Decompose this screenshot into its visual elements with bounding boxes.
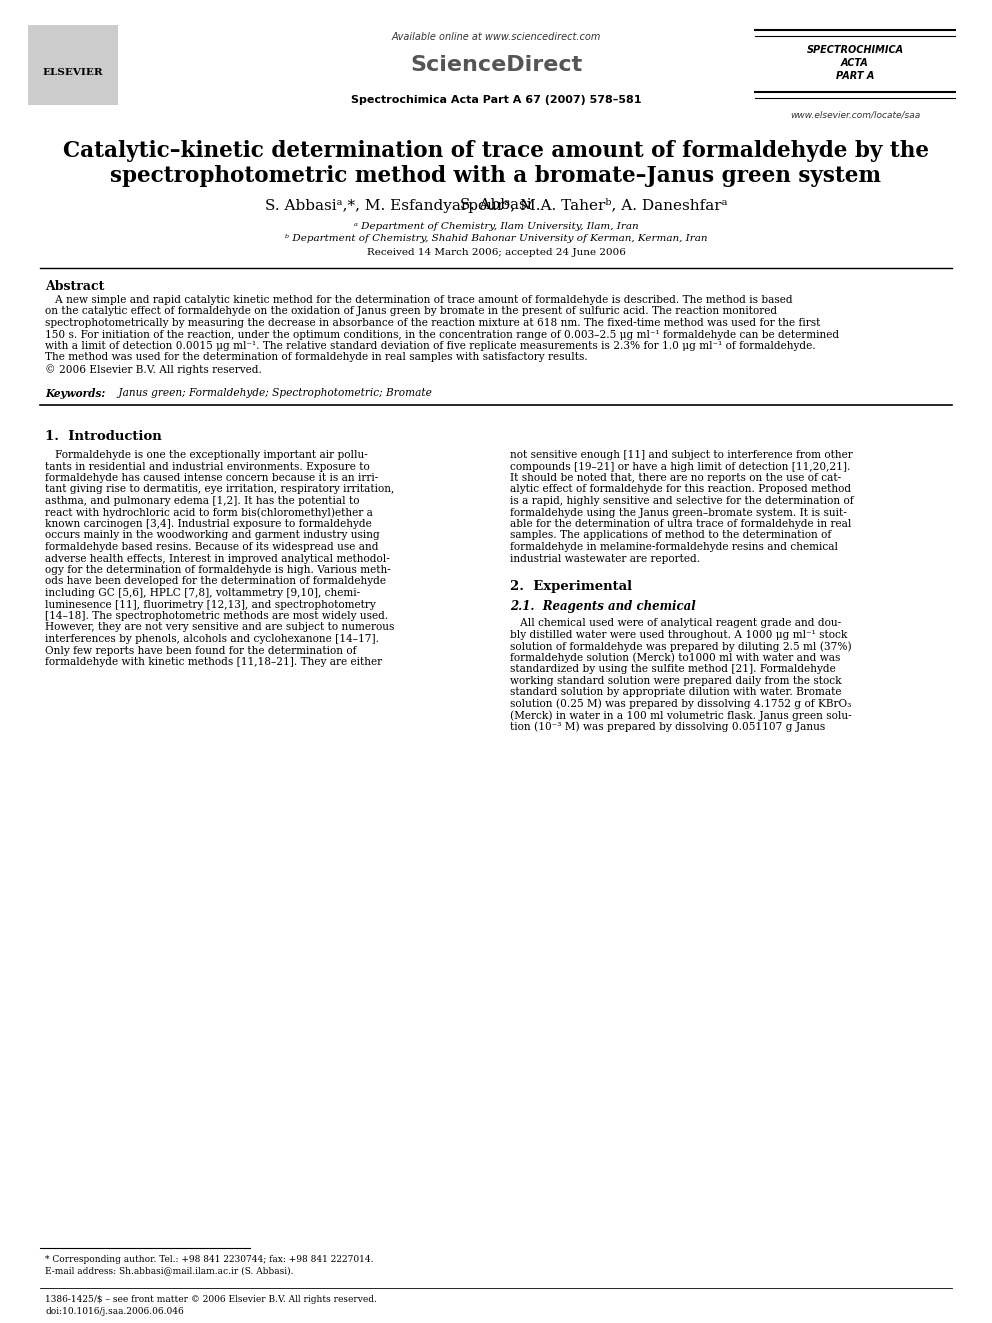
Text: solution of formaldehyde was prepared by diluting 2.5 ml (37%): solution of formaldehyde was prepared by… — [510, 642, 851, 651]
Text: standardized by using the sulfite method [21]. Formaldehyde: standardized by using the sulfite method… — [510, 664, 835, 673]
Text: tant giving rise to dermatitis, eye irritation, respiratory irritation,: tant giving rise to dermatitis, eye irri… — [45, 484, 394, 495]
Text: react with hydrochloric acid to form bis(chloromethyl)ether a: react with hydrochloric acid to form bis… — [45, 508, 373, 519]
Text: Only few reports have been found for the determination of: Only few reports have been found for the… — [45, 646, 356, 655]
Text: solution (0.25 M) was prepared by dissolving 4.1752 g of KBrO₃: solution (0.25 M) was prepared by dissol… — [510, 699, 851, 709]
Text: ᵃ Department of Chemistry, Ilam University, Ilam, Iran: ᵃ Department of Chemistry, Ilam Universi… — [354, 222, 638, 232]
Text: standard solution by appropriate dilution with water. Bromate: standard solution by appropriate dilutio… — [510, 687, 841, 697]
Text: compounds [19–21] or have a high limit of detection [11,20,21].: compounds [19–21] or have a high limit o… — [510, 462, 850, 471]
Text: However, they are not very sensitive and are subject to numerous: However, they are not very sensitive and… — [45, 623, 395, 632]
Text: Abstract: Abstract — [45, 280, 104, 292]
Text: spectrophotometrically by measuring the decrease in absorbance of the reaction m: spectrophotometrically by measuring the … — [45, 318, 820, 328]
Text: able for the determination of ultra trace of formaldehyde in real: able for the determination of ultra trac… — [510, 519, 851, 529]
Text: 2.  Experimental: 2. Experimental — [510, 579, 632, 593]
Text: industrial wastewater are reported.: industrial wastewater are reported. — [510, 553, 700, 564]
Text: formaldehyde has caused intense concern because it is an irri-: formaldehyde has caused intense concern … — [45, 474, 378, 483]
Text: spectrophotometric method with a bromate–Janus green system: spectrophotometric method with a bromate… — [110, 165, 882, 187]
Text: tion (10⁻³ M) was prepared by dissolving 0.051107 g Janus: tion (10⁻³ M) was prepared by dissolving… — [510, 721, 825, 732]
Bar — [28, 25, 118, 105]
Text: (Merck) in water in a 100 ml volumetric flask. Janus green solu-: (Merck) in water in a 100 ml volumetric … — [510, 710, 851, 721]
Text: Janus green; Formaldehyde; Spectrophotometric; Bromate: Janus green; Formaldehyde; Spectrophotom… — [115, 388, 432, 398]
Text: Received 14 March 2006; accepted 24 June 2006: Received 14 March 2006; accepted 24 June… — [367, 247, 625, 257]
Text: tants in residential and industrial environments. Exposure to: tants in residential and industrial envi… — [45, 462, 370, 471]
Text: including GC [5,6], HPLC [7,8], voltammetry [9,10], chemi-: including GC [5,6], HPLC [7,8], voltamme… — [45, 587, 360, 598]
Text: ods have been developed for the determination of formaldehyde: ods have been developed for the determin… — [45, 577, 386, 586]
Text: not sensitive enough [11] and subject to interference from other: not sensitive enough [11] and subject to… — [510, 450, 853, 460]
Text: ogy for the determination of formaldehyde is high. Various meth-: ogy for the determination of formaldehyd… — [45, 565, 391, 576]
Text: Keywords:: Keywords: — [45, 388, 105, 400]
Text: It should be noted that, there are no reports on the use of cat-: It should be noted that, there are no re… — [510, 474, 841, 483]
Text: doi:10.1016/j.saa.2006.06.046: doi:10.1016/j.saa.2006.06.046 — [45, 1307, 184, 1316]
Text: formaldehyde based resins. Because of its widespread use and: formaldehyde based resins. Because of it… — [45, 542, 379, 552]
Text: © 2006 Elsevier B.V. All rights reserved.: © 2006 Elsevier B.V. All rights reserved… — [45, 364, 262, 374]
Text: 150 s. For initiation of the reaction, under the optimum conditions, in the conc: 150 s. For initiation of the reaction, u… — [45, 329, 839, 340]
Text: 1.  Introduction: 1. Introduction — [45, 430, 162, 443]
Text: asthma, and pulmonary edema [1,2]. It has the potential to: asthma, and pulmonary edema [1,2]. It ha… — [45, 496, 359, 505]
Text: samples. The applications of method to the determination of: samples. The applications of method to t… — [510, 531, 831, 541]
Text: E-mail address: Sh.abbasi@mail.ilam.ac.ir (S. Abbasi).: E-mail address: Sh.abbasi@mail.ilam.ac.i… — [45, 1266, 294, 1275]
Text: formaldehyde solution (Merck) to1000 ml with water and was: formaldehyde solution (Merck) to1000 ml … — [510, 652, 840, 663]
Text: bly distilled water were used throughout. A 1000 μg ml⁻¹ stock: bly distilled water were used throughout… — [510, 630, 847, 639]
Text: A new simple and rapid catalytic kinetic method for the determination of trace a: A new simple and rapid catalytic kinetic… — [45, 295, 793, 306]
Text: is a rapid, highly sensitive and selective for the determination of: is a rapid, highly sensitive and selecti… — [510, 496, 854, 505]
Text: The method was used for the determination of formaldehyde in real samples with s: The method was used for the determinatio… — [45, 352, 587, 363]
Text: occurs mainly in the woodworking and garment industry using: occurs mainly in the woodworking and gar… — [45, 531, 380, 541]
Text: Formaldehyde is one the exceptionally important air pollu-: Formaldehyde is one the exceptionally im… — [45, 450, 368, 460]
Text: Available online at www.sciencedirect.com: Available online at www.sciencedirect.co… — [391, 32, 601, 42]
Text: 2.1.  Reagents and chemical: 2.1. Reagents and chemical — [510, 601, 695, 613]
Text: S. Abbasi: S. Abbasi — [460, 198, 532, 212]
Text: 1386-1425/$ – see front matter © 2006 Elsevier B.V. All rights reserved.: 1386-1425/$ – see front matter © 2006 El… — [45, 1295, 377, 1304]
Text: * Corresponding author. Tel.: +98 841 2230744; fax: +98 841 2227014.: * Corresponding author. Tel.: +98 841 22… — [45, 1256, 374, 1263]
Text: formaldehyde in melamine-formaldehyde resins and chemical: formaldehyde in melamine-formaldehyde re… — [510, 542, 838, 552]
Text: [14–18]. The spectrophotometric methods are most widely used.: [14–18]. The spectrophotometric methods … — [45, 611, 388, 620]
Text: www.elsevier.com/locate/saa: www.elsevier.com/locate/saa — [790, 110, 921, 119]
Text: Catalytic–kinetic determination of trace amount of formaldehyde by the: Catalytic–kinetic determination of trace… — [63, 140, 929, 161]
Text: ACTA: ACTA — [841, 58, 869, 67]
Text: alytic effect of formaldehyde for this reaction. Proposed method: alytic effect of formaldehyde for this r… — [510, 484, 851, 495]
Text: luminesence [11], fluorimetry [12,13], and spectrophotometry: luminesence [11], fluorimetry [12,13], a… — [45, 599, 376, 610]
Text: ᵇ Department of Chemistry, Shahid Bahonar University of Kerman, Kerman, Iran: ᵇ Department of Chemistry, Shahid Bahona… — [285, 234, 707, 243]
Text: formaldehyde with kinetic methods [11,18–21]. They are either: formaldehyde with kinetic methods [11,18… — [45, 658, 382, 667]
Text: formaldehyde using the Janus green–bromate system. It is suit-: formaldehyde using the Janus green–broma… — [510, 508, 847, 517]
Text: SPECTROCHIMICA: SPECTROCHIMICA — [806, 45, 904, 56]
Text: S. Abbasiᵃ,*, M. Esfandyarpourᵃ, M.A. Taherᵇ, A. Daneshfarᵃ: S. Abbasiᵃ,*, M. Esfandyarpourᵃ, M.A. Ta… — [265, 198, 727, 213]
Text: Spectrochimica Acta Part A 67 (2007) 578–581: Spectrochimica Acta Part A 67 (2007) 578… — [351, 95, 641, 105]
Text: working standard solution were prepared daily from the stock: working standard solution were prepared … — [510, 676, 841, 685]
Text: ELSEVIER: ELSEVIER — [43, 67, 103, 77]
Text: known carcinogen [3,4]. Industrial exposure to formaldehyde: known carcinogen [3,4]. Industrial expos… — [45, 519, 372, 529]
Text: All chemical used were of analytical reagent grade and dou-: All chemical used were of analytical rea… — [510, 618, 841, 628]
Text: on the catalytic effect of formaldehyde on the oxidation of Janus green by broma: on the catalytic effect of formaldehyde … — [45, 307, 777, 316]
Text: PART A: PART A — [836, 71, 874, 81]
Text: ScienceDirect: ScienceDirect — [410, 56, 582, 75]
Text: adverse health effects, Interest in improved analytical methodol-: adverse health effects, Interest in impr… — [45, 553, 390, 564]
Text: with a limit of detection 0.0015 μg ml⁻¹. The relative standard deviation of fiv: with a limit of detection 0.0015 μg ml⁻¹… — [45, 341, 815, 351]
Text: interferences by phenols, alcohols and cyclohexanone [14–17].: interferences by phenols, alcohols and c… — [45, 634, 379, 644]
